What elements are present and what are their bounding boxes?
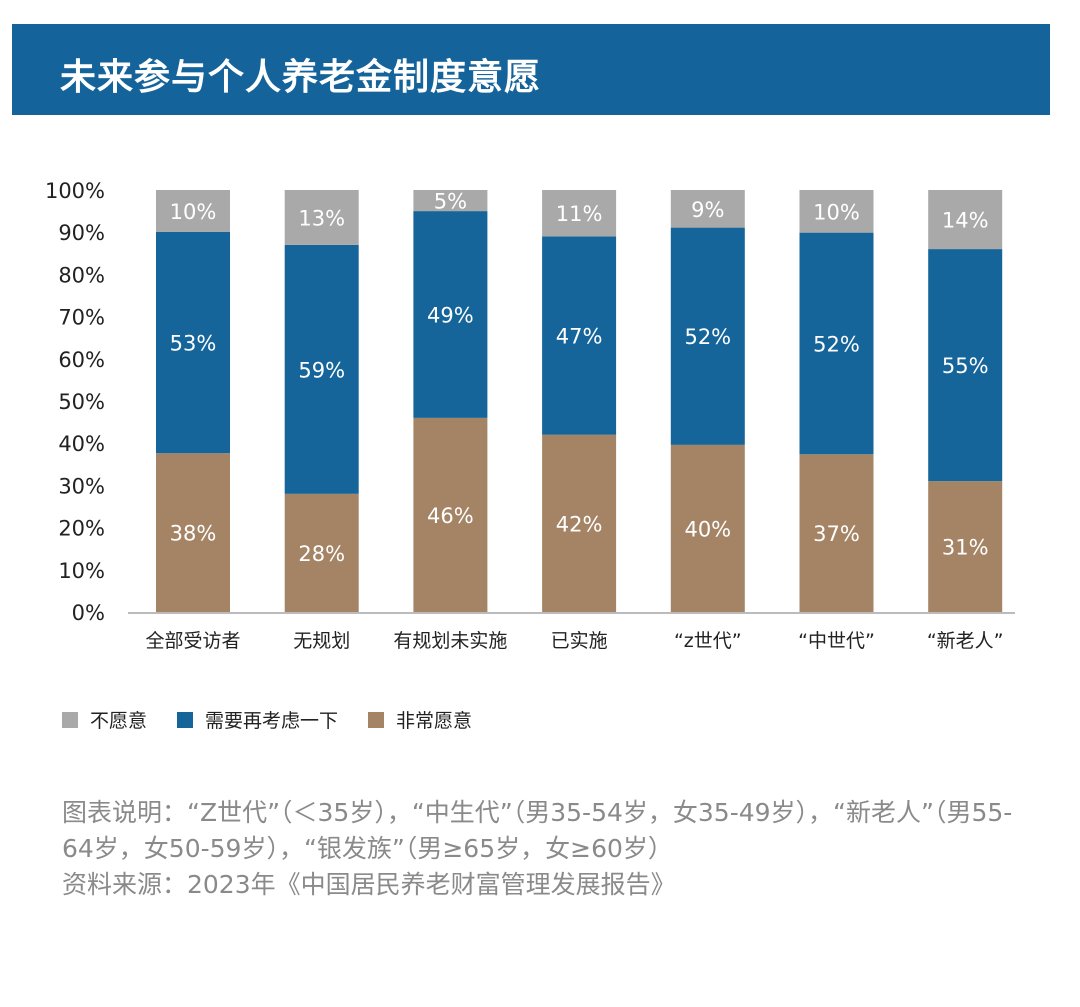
legend-swatch: [177, 711, 194, 728]
legend-item: 需要再考虑一下: [177, 706, 338, 733]
title-bar: 未来参与个人养老金制度意愿: [12, 24, 1050, 115]
bar-segment: [670, 190, 745, 228]
data-label: 59%: [298, 358, 345, 382]
legend-label: 需要再考虑一下: [205, 710, 339, 732]
bar-segment: [413, 211, 488, 418]
data-label: 55%: [942, 354, 989, 378]
data-label: 47%: [556, 325, 603, 349]
y-tick-label: 40%: [58, 432, 105, 456]
x-tick-label: 全部受访者: [145, 630, 240, 652]
bar-segment: [542, 434, 617, 612]
bar-segment: [156, 190, 230, 232]
data-label: 11%: [556, 202, 603, 226]
chart-description: 图表说明：“Z世代”（＜35岁），“中生代”（男35-54岁，女35-49岁），…: [62, 798, 1013, 863]
bar-segment: [156, 453, 230, 612]
y-tick-label: 50%: [58, 390, 105, 414]
x-tick-label: 无规划: [293, 630, 350, 652]
bar-segment: [284, 190, 359, 245]
bar-segment: [413, 190, 488, 212]
bar-segment: [284, 244, 359, 494]
legend: 不愿意 需要再考虑一下 非常愿意: [62, 706, 502, 733]
source: 资料来源：2023年《中国居民养老财富管理发展报告》: [62, 870, 676, 899]
bar-segment: [413, 417, 488, 612]
x-tick-label: 已实施: [551, 630, 608, 652]
data-label: 9%: [691, 198, 724, 222]
bar-segment: [670, 444, 745, 612]
x-tick-label: “中世代”: [798, 630, 875, 652]
bar-segment: [156, 231, 230, 454]
bar-segment: [542, 190, 617, 237]
notes: 图表说明：“Z世代”（＜35岁），“中生代”（男35-54岁，女35-49岁），…: [62, 795, 1042, 903]
x-tick-label: “新老人”: [927, 630, 1004, 652]
y-tick-label: 30%: [58, 474, 105, 498]
data-label: 40%: [684, 517, 731, 541]
y-tick-label: 60%: [58, 348, 105, 372]
data-label: 42%: [556, 512, 603, 536]
x-tick-label: 有规划未实施: [393, 630, 507, 652]
data-label: 52%: [684, 325, 731, 349]
bar-segment: [670, 227, 745, 445]
legend-label: 非常愿意: [396, 710, 473, 732]
bar-segment: [542, 236, 617, 435]
data-label: 5%: [434, 190, 467, 214]
data-label: 13%: [298, 206, 345, 230]
stacked-bar-chart: 0% 10% 20% 30% 40% 50% 60% 70% 80% 90% 100% 38% 53% 1…: [45, 179, 1015, 652]
data-label: 14%: [942, 209, 989, 233]
data-label: 52%: [813, 332, 860, 356]
bar-segment: [928, 190, 1003, 250]
bar-segment: [799, 232, 874, 455]
x-tick-label: “z世代”: [674, 630, 742, 652]
y-tick-label: 100%: [45, 179, 105, 203]
legend-item: 非常愿意: [368, 706, 472, 733]
data-label: 10%: [170, 200, 217, 224]
y-tick-label: 70%: [58, 306, 105, 330]
y-tick-label: 80%: [58, 263, 105, 287]
data-label: 53%: [170, 332, 217, 356]
y-tick-label: 20%: [58, 517, 105, 541]
bar-segment: [284, 493, 359, 612]
data-label: 28%: [298, 542, 345, 566]
bar-segment: [928, 481, 1003, 612]
y-tick-label: 90%: [58, 221, 105, 245]
legend-swatch: [62, 711, 78, 728]
data-label: 46%: [427, 504, 474, 528]
bar-segment: [799, 454, 874, 612]
bar-segment: [799, 190, 874, 233]
data-label: 49%: [427, 303, 474, 327]
y-tick-label: 0%: [72, 601, 105, 625]
bar-segment: [928, 249, 1003, 482]
legend-item: 不愿意: [62, 706, 147, 733]
chart-title: 未来参与个人养老金制度意愿: [60, 57, 542, 98]
data-label: 10%: [813, 200, 860, 224]
data-label: 37%: [813, 522, 860, 546]
y-tick-label: 10%: [58, 559, 105, 583]
legend-label: 不愿意: [90, 710, 148, 732]
legend-swatch: [368, 711, 385, 728]
data-label: 31%: [942, 536, 989, 560]
data-label: 38%: [170, 522, 217, 546]
